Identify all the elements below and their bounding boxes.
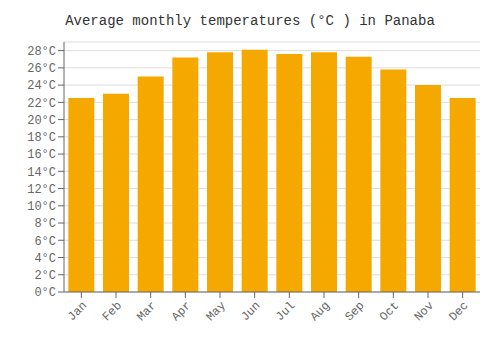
svg-text:26°C: 26°C xyxy=(27,62,56,76)
svg-text:24°C: 24°C xyxy=(27,79,56,93)
svg-text:0°C: 0°C xyxy=(34,286,56,300)
svg-text:22°C: 22°C xyxy=(27,97,56,111)
svg-text:12°C: 12°C xyxy=(27,183,56,197)
svg-text:Jun: Jun xyxy=(238,299,263,324)
svg-text:Aug: Aug xyxy=(308,299,333,324)
svg-text:Mar: Mar xyxy=(134,299,159,324)
svg-text:8°C: 8°C xyxy=(34,217,56,231)
svg-text:14°C: 14°C xyxy=(27,166,56,180)
html-text:Average monthly temperatures (: Average monthly temperatures (°C ) in Pa… xyxy=(65,13,435,29)
svg-text:Jul: Jul xyxy=(273,299,298,324)
svg-text:Dec: Dec xyxy=(446,299,471,324)
svg-text:4°C: 4°C xyxy=(34,252,56,266)
svg-text:Oct: Oct xyxy=(377,299,402,324)
svg-text:May: May xyxy=(204,299,229,324)
svg-text:Jan: Jan xyxy=(65,299,90,324)
svg-text:20°C: 20°C xyxy=(27,114,56,128)
svg-text:Nov: Nov xyxy=(412,299,437,324)
svg-text:6°C: 6°C xyxy=(34,235,56,249)
svg-text:Apr: Apr xyxy=(169,299,194,324)
svg-text:16°C: 16°C xyxy=(27,148,56,162)
svg-text:Feb: Feb xyxy=(100,299,125,324)
svg-text:18°C: 18°C xyxy=(27,131,56,145)
svg-text:Sep: Sep xyxy=(342,299,367,324)
svg-text:28°C: 28°C xyxy=(27,45,56,59)
svg-text:10°C: 10°C xyxy=(27,200,56,214)
svg-text:2°C: 2°C xyxy=(34,269,56,283)
